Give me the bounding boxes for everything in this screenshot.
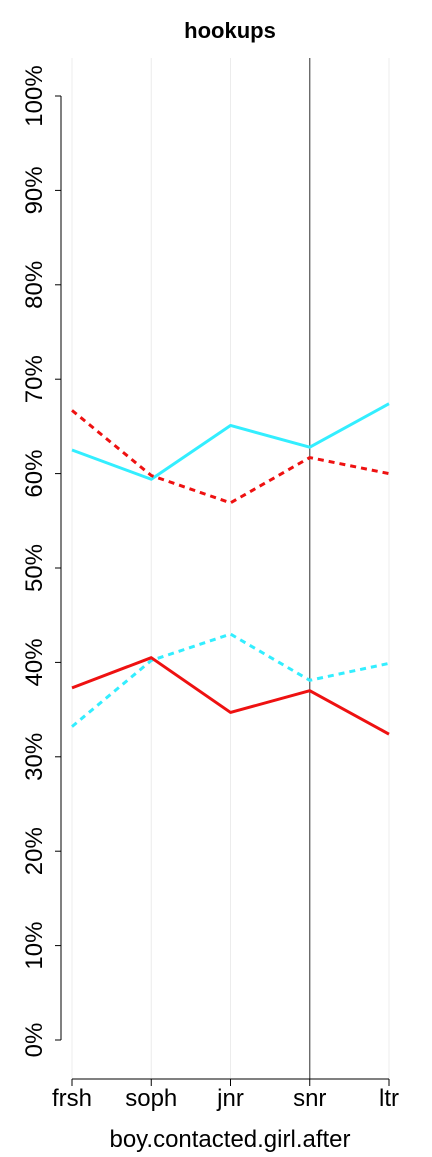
y-tick-label: 10% — [21, 922, 48, 970]
y-tick-label: 60% — [21, 450, 48, 498]
x-tick-label-jnr: jnr — [216, 1085, 244, 1112]
y-tick-label: 50% — [21, 544, 48, 592]
y-tick-label: 0% — [21, 1023, 48, 1058]
x-tick-label-snr: snr — [293, 1085, 326, 1112]
y-tick-label: 20% — [21, 827, 48, 875]
x-tick-label-ltr: ltr — [379, 1085, 399, 1112]
y-tick-label: 90% — [21, 166, 48, 214]
series-line-3 — [71, 632, 390, 728]
chart-title: hookups — [184, 18, 276, 43]
x-tick-label-frsh: frsh — [52, 1085, 92, 1112]
grid-lines — [71, 58, 390, 1079]
series-line-2 — [71, 409, 390, 505]
y-tick-label: 80% — [21, 261, 48, 309]
y-tick-label: 40% — [21, 638, 48, 686]
y-tick-label: 30% — [21, 733, 48, 781]
series-line-1 — [71, 402, 390, 481]
y-tick-label: 70% — [21, 355, 48, 403]
series-line-4 — [71, 656, 390, 736]
y-tick-label: 100% — [21, 65, 48, 126]
x-axis-label: boy.contacted.girl.after — [109, 1126, 350, 1152]
axes: 0% 10% 20% 30% 40% 50% 60% 70% 80% 90% 100% frsh sop… — [21, 65, 399, 1112]
series-lines — [71, 402, 390, 736]
x-tick-label-soph: soph — [125, 1085, 177, 1112]
